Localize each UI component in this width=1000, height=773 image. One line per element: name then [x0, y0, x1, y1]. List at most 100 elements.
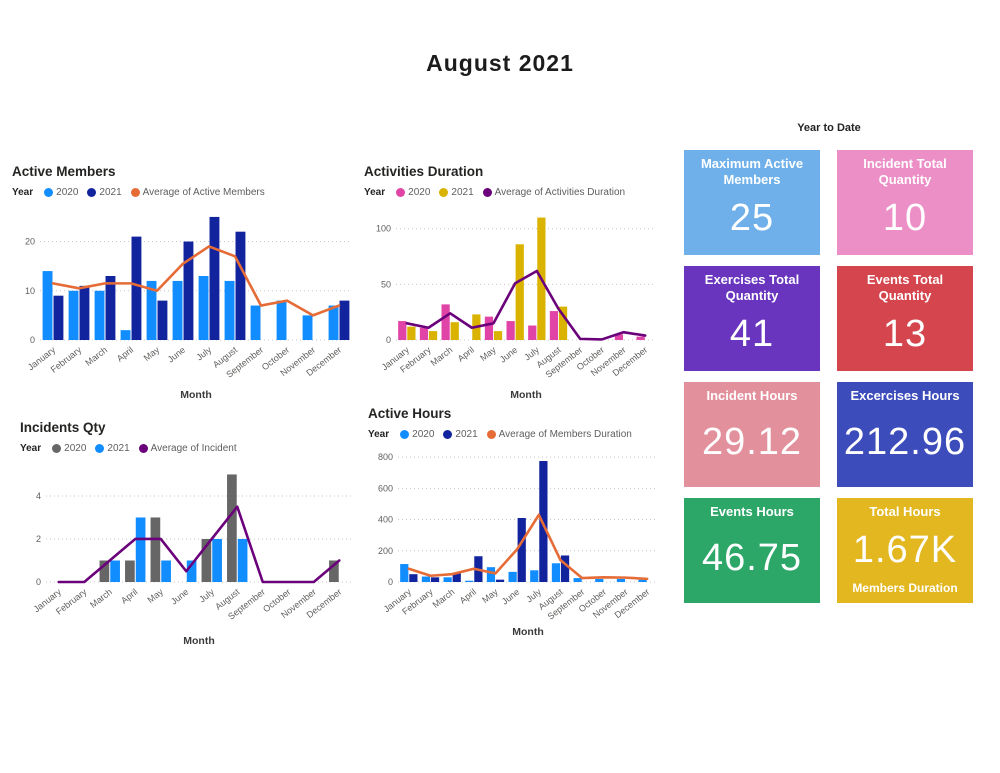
bar-2020-December[interactable] — [638, 579, 647, 582]
bar-2020-July[interactable] — [530, 570, 539, 582]
chart-title: Active Members — [12, 164, 116, 179]
bar-2020-August[interactable] — [551, 563, 561, 582]
bar-2021-March[interactable] — [105, 276, 116, 340]
bar-2020-June[interactable] — [506, 321, 515, 340]
bar-2021-July[interactable] — [212, 538, 222, 582]
card-value: 25 — [729, 197, 775, 240]
bar-2021-June[interactable] — [186, 560, 197, 582]
bar-2020-July[interactable] — [201, 538, 212, 582]
bar-2020-October[interactable] — [276, 300, 287, 340]
legend-swatch-icon — [482, 188, 492, 197]
legend-item-2020[interactable]: 2020 — [396, 187, 430, 198]
bar-2021-March[interactable] — [110, 560, 120, 582]
bar-2020-March[interactable] — [441, 304, 450, 340]
card-maximum-active-members[interactable]: Maximum Active Members 25 — [684, 150, 820, 255]
bar-2020-August[interactable] — [227, 474, 237, 582]
bar-2020-July[interactable] — [198, 276, 209, 340]
card-events-total-quantity[interactable]: Events Total Quantity 13 — [837, 266, 973, 371]
bar-2021-January[interactable] — [409, 574, 418, 582]
card-incident-total-quantity[interactable]: Incident Total Quantity 10 — [837, 150, 973, 255]
bar-2021-August[interactable] — [560, 555, 570, 582]
bar-2020-May[interactable] — [484, 316, 494, 340]
bar-2021-July[interactable] — [209, 216, 220, 340]
card-exercises-total-quantity[interactable]: Exercises Total Quantity 41 — [684, 266, 820, 371]
bar-2020-December[interactable] — [328, 305, 339, 340]
bar-2020-February[interactable] — [68, 290, 79, 340]
bar-2020-September[interactable] — [250, 305, 261, 340]
bar-2020-October[interactable] — [595, 578, 604, 582]
bar-2020-November[interactable] — [614, 334, 624, 340]
bar-2020-March[interactable] — [94, 290, 105, 340]
bar-2020-June[interactable] — [508, 571, 517, 582]
bar-2020-August[interactable] — [224, 280, 235, 340]
legend-item-2021[interactable]: 2021 — [95, 443, 130, 454]
bar-2021-August[interactable] — [237, 538, 248, 582]
legend-item-average-of-members-duration[interactable]: Average of Members Duration — [486, 429, 632, 440]
legend-item-2021[interactable]: 2021 — [443, 429, 478, 440]
legend-item-average-of-incident[interactable]: Average of Incident — [138, 443, 237, 454]
legend-item-label: Average of Members Duration — [498, 429, 632, 440]
bar-2020-December[interactable] — [329, 560, 339, 582]
bar-2020-January[interactable] — [400, 564, 409, 582]
bar-2021-April[interactable] — [131, 236, 142, 340]
bar-2021-December[interactable] — [339, 300, 350, 340]
legend-item-average-of-activities-duration[interactable]: Average of Activities Duration — [482, 187, 625, 198]
card-sub-label: Members Duration — [852, 581, 958, 595]
legend-item-average-of-active-members[interactable]: Average of Active Members — [130, 187, 265, 198]
bar-2020-January[interactable] — [398, 321, 407, 340]
bar-2021-February[interactable] — [79, 285, 90, 340]
bar-2021-March[interactable] — [452, 572, 461, 582]
bar-2020-June[interactable] — [172, 280, 183, 340]
legend-item-2020[interactable]: 2020 — [52, 443, 86, 454]
legend-item-2021[interactable]: 2021 — [87, 187, 122, 198]
y-axis-tick-label: 0 — [388, 577, 393, 587]
bar-2020-January[interactable] — [42, 271, 53, 340]
bar-2021-April[interactable] — [135, 517, 146, 582]
card-value: 13 — [882, 313, 928, 356]
bar-2021-February[interactable] — [428, 331, 438, 340]
legend-item-2021[interactable]: 2021 — [439, 187, 474, 198]
bar-2020-November[interactable] — [616, 578, 626, 582]
bar-2021-January[interactable] — [53, 295, 64, 340]
bar-2021-August[interactable] — [235, 231, 246, 340]
bar-2020-December[interactable] — [636, 336, 645, 340]
x-axis-label: June — [169, 587, 191, 607]
card-excercises-hours[interactable]: Excercises Hours 212.96 — [837, 382, 973, 487]
bar-2020-May[interactable] — [150, 517, 161, 582]
bar-2020-March[interactable] — [99, 560, 110, 582]
card-events-hours[interactable]: Events Hours 46.75 — [684, 498, 820, 603]
chart-activities-duration: Activities Duration Year 2020 2021 Average … — [364, 164, 666, 402]
bar-2021-June[interactable] — [517, 518, 526, 582]
average-line — [57, 505, 341, 584]
bar-2020-August[interactable] — [549, 311, 559, 340]
bar-2020-November[interactable] — [302, 315, 313, 340]
bar-2020-April[interactable] — [125, 560, 135, 582]
legend-item-label: 2020 — [56, 187, 79, 198]
bar-2020-May[interactable] — [486, 567, 496, 582]
bar-2021-May[interactable] — [495, 579, 505, 582]
bar-2020-July[interactable] — [528, 325, 537, 340]
bar-2020-April[interactable] — [120, 330, 131, 340]
bar-2021-May[interactable] — [161, 560, 171, 582]
bar-2020-March[interactable] — [443, 577, 452, 582]
bar-2020-February[interactable] — [419, 327, 429, 340]
bar-2020-February[interactable] — [421, 576, 431, 582]
bar-2021-February[interactable] — [430, 577, 440, 582]
card-total-hours[interactable]: Total Hours 1.67K Members Duration — [837, 498, 973, 603]
legend-item-2020[interactable]: 2020 — [44, 187, 78, 198]
bar-2021-May[interactable] — [493, 331, 503, 340]
y-axis-tick-label: 200 — [378, 546, 393, 556]
card-incident-hours[interactable]: Incident Hours 29.12 — [684, 382, 820, 487]
bar-2020-April[interactable] — [465, 580, 474, 582]
bar-2021-June[interactable] — [183, 241, 194, 340]
bar-2021-August[interactable] — [558, 306, 568, 340]
bar-2020-September[interactable] — [573, 578, 582, 582]
bar-2021-March[interactable] — [450, 322, 459, 340]
legend-item-2020[interactable]: 2020 — [400, 429, 434, 440]
bar-2021-January[interactable] — [407, 326, 416, 340]
bar-2020-May[interactable] — [146, 280, 157, 340]
card-label: Maximum Active Members — [700, 156, 804, 188]
chart-active-members: Active Members Year 2020 2021 Average of Ac… — [12, 164, 360, 402]
bar-2021-June[interactable] — [515, 244, 524, 340]
bar-2021-May[interactable] — [157, 300, 168, 340]
